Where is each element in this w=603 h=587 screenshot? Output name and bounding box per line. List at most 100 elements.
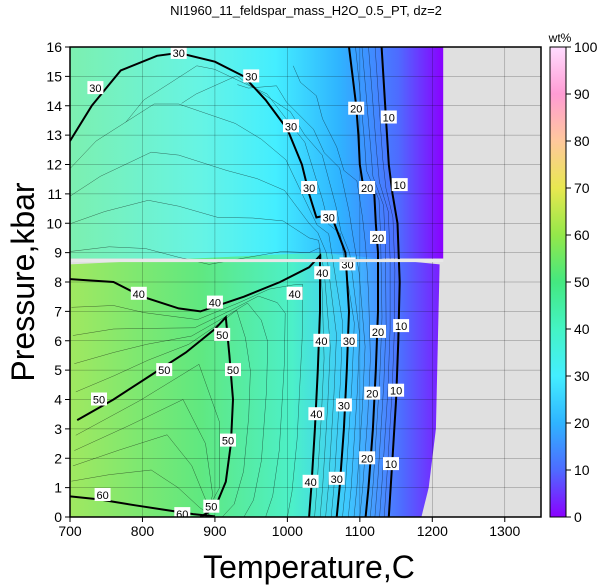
minor-contour-line: [74, 302, 269, 517]
contour-label-text: 50: [216, 330, 228, 342]
contour-label-text: 30: [285, 121, 297, 133]
contour-label-text: 30: [89, 83, 101, 95]
colorbar-tick-label: 20: [574, 415, 590, 431]
y-tick-label: 4: [54, 392, 62, 408]
contour-label-text: 50: [227, 365, 239, 377]
colorbar: wt% 0 10 20 30 40 50 60 70 80 90 100: [548, 31, 598, 525]
contour-label-40: 40: [313, 333, 330, 348]
y-tick-label: 0: [54, 509, 62, 525]
contour-label-10: 10: [391, 178, 408, 192]
y-tick-label: 6: [54, 333, 62, 349]
contour-label-50: 50: [214, 327, 231, 342]
colorbar-gradient: [549, 46, 567, 518]
colorbar-tick-label: 70: [574, 180, 590, 196]
y-tick-label: 15: [46, 68, 62, 84]
contour-label-text: 30: [338, 400, 350, 412]
contour-label-text: 10: [385, 459, 397, 471]
contour-label-text: 50: [222, 436, 234, 448]
contour-label-60: 60: [94, 488, 111, 502]
y-tick-label: 1: [54, 480, 62, 496]
contour-label-text: 40: [310, 409, 322, 421]
contour-label-30: 30: [243, 69, 260, 83]
minor-contour-line: [71, 469, 213, 517]
y-tick-label: 13: [46, 127, 62, 143]
contour-label-text: 30: [323, 212, 335, 224]
contour-label-text: 10: [390, 386, 402, 398]
contour-label-text: 20: [372, 327, 384, 339]
x-tick-label: 800: [131, 523, 155, 539]
contour-line-30: [70, 51, 351, 517]
contour-label-30: 30: [328, 471, 345, 486]
colorbar-tick-label: 30: [574, 368, 590, 384]
x-tick-label: 900: [203, 523, 227, 539]
colorbar-tick-label: 10: [574, 462, 590, 478]
contour-label-60: 60: [174, 507, 191, 517]
contour-label-text: 40: [133, 289, 145, 301]
y-tick-label: 11: [47, 186, 62, 202]
contour-label-20: 20: [364, 386, 381, 401]
contour-label-50: 50: [225, 363, 241, 377]
plot-area: 60 60 50 50 50 50 50 50 40 40 40 40 40 40 40 30 30 30 30 30…: [70, 47, 541, 517]
colorbar-tick-label: 80: [574, 133, 590, 149]
contour-label-text: 20: [361, 453, 373, 465]
minor-contour-line: [75, 363, 220, 517]
contour-label-text: 40: [209, 298, 221, 310]
contour-label-40: 40: [286, 286, 303, 301]
colorbar-tick-label: 40: [574, 321, 590, 337]
colorbar-tick-label: 60: [574, 227, 590, 243]
contour-label-50: 50: [156, 363, 173, 377]
contour-label-20: 20: [370, 230, 386, 245]
y-tick-label: 12: [46, 157, 62, 173]
contour-label-text: 20: [366, 389, 378, 401]
y-tick-label: 2: [54, 450, 62, 466]
colorbar-tick-label: 90: [574, 86, 590, 102]
contour-label-40: 40: [302, 474, 319, 489]
y-tick-label: 3: [54, 421, 62, 437]
colorbar-tick-label: 50: [574, 274, 590, 290]
contour-label-30: 30: [320, 210, 337, 224]
minor-contour-line: [70, 103, 343, 517]
contour-label-30: 30: [170, 47, 187, 60]
contour-label-40: 40: [308, 407, 325, 421]
colorbar-tick-label: 0: [574, 509, 582, 525]
minor-contour-line: [125, 65, 355, 517]
contour-labels: 60 60 50 50 50 50 50 50 40 40 40 40 40 40 40 30 30 30 30 30…: [87, 47, 410, 517]
x-axis-label: Temperature,C: [203, 549, 415, 585]
contour-label-10: 10: [383, 457, 399, 471]
contour-label-30: 30: [283, 119, 299, 133]
chart-title: NI1960_11_feldspar_mass_H2O_0.5_PT, dz=2: [170, 3, 442, 18]
minor-contour-line: [70, 151, 337, 517]
contour-label-text: 10: [383, 113, 395, 125]
colorbar-tick-label: 100: [574, 39, 598, 55]
minor-contour-line: [237, 84, 366, 517]
x-tick-label: 1200: [417, 523, 448, 539]
data-gap-band: [70, 259, 444, 263]
contour-label-text: 30: [343, 336, 355, 348]
contour-label-text: 30: [245, 71, 257, 83]
contour-line-60: [70, 495, 216, 517]
y-axis-label: Pressure,kbar: [5, 182, 41, 382]
contour-label-text: 30: [173, 48, 185, 60]
y-tick-label: 9: [54, 245, 62, 261]
contour-label-10: 10: [380, 110, 397, 125]
x-tick-label: 700: [58, 523, 82, 539]
contour-label-50: 50: [91, 392, 107, 407]
contour-label-text: 30: [303, 183, 315, 195]
y-tick-label: 5: [54, 362, 62, 378]
contour-label-text: 10: [395, 321, 407, 333]
lower-region-fill: [70, 252, 440, 517]
contour-label-10: 10: [393, 319, 410, 333]
contour-label-text: 40: [315, 336, 327, 348]
contour-label-40: 40: [130, 286, 147, 301]
contour-label-20: 20: [370, 324, 386, 339]
contour-label-20: 20: [348, 101, 365, 116]
minor-contour-line: [74, 399, 213, 517]
contour-label-40: 40: [314, 266, 331, 280]
contour-label-30: 30: [335, 398, 352, 412]
y-tick-label: 16: [46, 39, 62, 55]
contour-label-text: 50: [93, 395, 105, 407]
minor-contour-line: [70, 200, 331, 517]
y-tick-label: 14: [46, 98, 62, 114]
contour-label-30: 30: [301, 181, 318, 195]
